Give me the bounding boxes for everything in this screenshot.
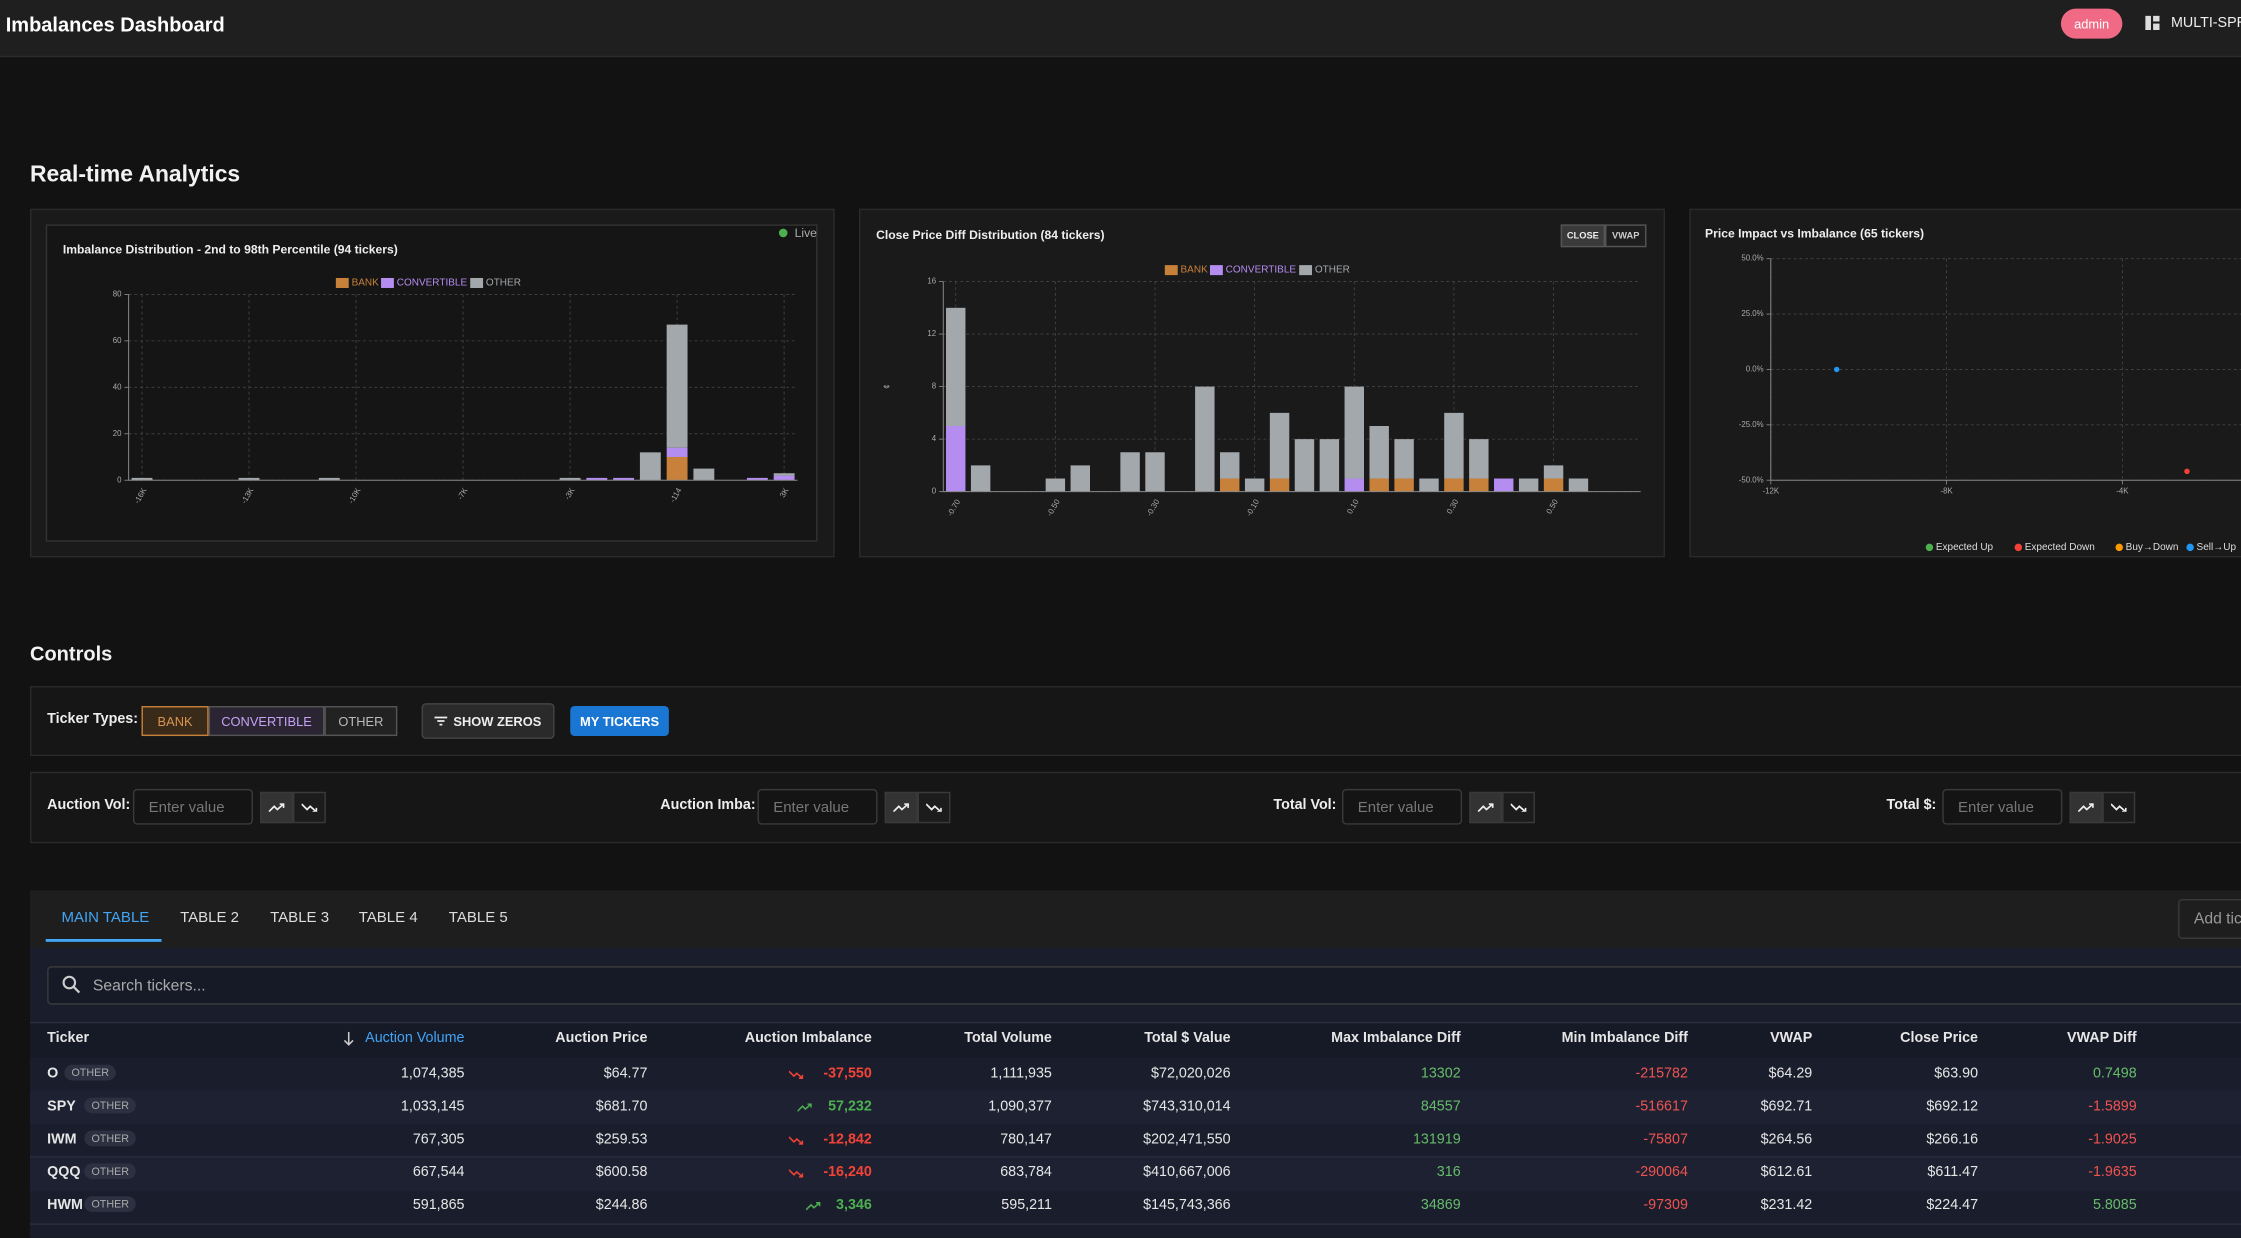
filter-icon [435, 716, 448, 726]
filter-label: Total $: [1887, 797, 1937, 813]
chart-panel [1689, 209, 2241, 558]
filter-input[interactable]: Enter value [1342, 789, 1462, 825]
table-cell: 5.8085 [1851, 1198, 2137, 1214]
trend-up-icon [2078, 803, 2094, 812]
top-bar [0, 0, 2241, 57]
tab[interactable]: TABLE 4 [359, 909, 418, 926]
filter-input[interactable]: Enter value [757, 789, 877, 825]
ticker-symbol: QQQ [47, 1165, 80, 1181]
trend-up-icon [893, 803, 909, 812]
table-cell: 0.7498 [1851, 1065, 2137, 1081]
sort-icon [343, 1032, 354, 1046]
icon-path [926, 804, 941, 812]
vwap-button[interactable]: VWAP [1605, 224, 1646, 247]
trend-down-icon [1511, 803, 1527, 812]
table-cell: -1.9025 [1851, 1132, 2137, 1148]
trend-down-icon [926, 803, 942, 812]
tab[interactable]: TABLE 2 [180, 909, 239, 926]
trend-down-button[interactable] [293, 792, 326, 823]
ticker-symbol: HWM [47, 1198, 83, 1214]
search-input[interactable]: Search tickers... [47, 966, 2241, 1005]
trend-up-icon [1478, 803, 1494, 812]
filter-label: Auction Imba: [660, 797, 755, 813]
icon-path [302, 804, 317, 812]
table-cell: -1.5899 [1851, 1099, 2137, 1115]
filter-input[interactable]: Enter value [133, 789, 253, 825]
filter-label: Total Vol: [1273, 797, 1336, 813]
button-label: SHOW ZEROS [453, 714, 541, 728]
close-button[interactable]: CLOSE [1561, 224, 1605, 247]
ticker-type-badge: OTHER [84, 1130, 136, 1146]
icon-path [1511, 804, 1526, 812]
chart-card [46, 224, 818, 541]
chart-panel [859, 209, 1665, 558]
user-badge[interactable]: admin [2061, 9, 2122, 39]
column-header[interactable]: VWAP Diff [1851, 1030, 2137, 1046]
type-toggle[interactable]: OTHER [324, 706, 397, 736]
ticker-symbol: SPY [47, 1099, 76, 1115]
trend-down-button[interactable] [1502, 792, 1535, 823]
my-tickers-button[interactable]: MY TICKERS [570, 706, 669, 736]
trend-down-button[interactable] [918, 792, 951, 823]
search-icon [61, 975, 81, 995]
live-dot [779, 229, 788, 238]
tab[interactable]: TABLE 5 [449, 909, 508, 926]
app-title: Imbalances Dashboard [6, 13, 225, 36]
live-status: Live [795, 226, 817, 240]
trend-up-button[interactable] [2069, 792, 2102, 823]
table-cell: -1.9635 [1851, 1165, 2137, 1181]
icon-path [1478, 804, 1493, 812]
type-toggle[interactable]: BANK [141, 706, 208, 736]
icon-path [269, 804, 284, 812]
view-icon [2145, 16, 2159, 30]
icon-path [344, 1032, 353, 1045]
filter-label: Auction Vol: [47, 797, 130, 813]
type-toggle[interactable]: CONVERTIBLE [209, 706, 325, 736]
icon-path [2111, 804, 2126, 812]
trend-down-icon [302, 803, 318, 812]
trend-down-icon [2111, 803, 2127, 812]
show-zeros-button[interactable]: SHOW ZEROS [422, 703, 555, 739]
trend-up-button[interactable] [885, 792, 918, 823]
section-title: Real-time Analytics [30, 163, 240, 189]
ticker-type-badge: OTHER [84, 1164, 136, 1180]
add-ticker-input[interactable]: Add ticker [2178, 899, 2241, 939]
ticker-symbol: O [47, 1065, 58, 1081]
trend-up-button[interactable] [260, 792, 293, 823]
ticker-symbol: IWM [47, 1132, 76, 1148]
trend-up-button[interactable] [1469, 792, 1502, 823]
column-header[interactable]: Ticker [47, 1030, 89, 1046]
section-title: Controls [30, 642, 112, 665]
trend-up-icon [269, 803, 285, 812]
tab[interactable]: TABLE 3 [270, 909, 329, 926]
view-selector[interactable]: MULTI-SPREAD [2171, 16, 2241, 32]
tab-indicator [46, 939, 162, 942]
filter-input[interactable]: Enter value [1942, 789, 2062, 825]
ticker-type-badge: OTHER [84, 1097, 136, 1113]
trend-down-button[interactable] [2102, 792, 2135, 823]
ticker-type-badge: OTHER [84, 1197, 136, 1213]
icon-path [893, 804, 908, 812]
ticker-type-badge: OTHER [64, 1064, 116, 1080]
tab[interactable]: MAIN TABLE [61, 909, 149, 926]
ticker-types-label: Ticker Types: [47, 712, 138, 728]
icon-path [2078, 804, 2093, 812]
